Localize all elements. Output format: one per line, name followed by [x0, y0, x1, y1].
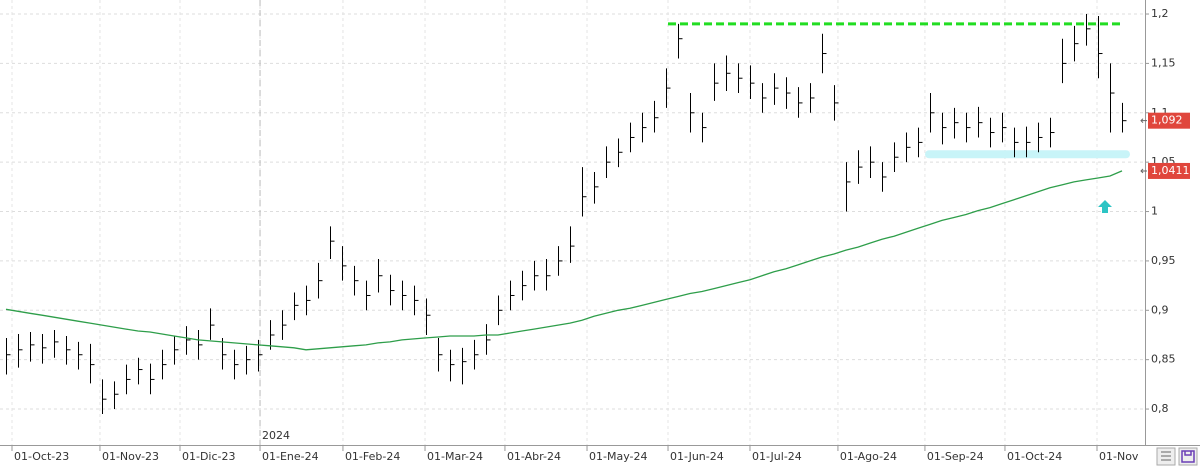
x-tick-label: 01-May-24: [589, 450, 647, 463]
grid: [0, 0, 1145, 445]
x-tick-label: 01-Oct-23: [14, 450, 69, 463]
x-tick-label: 01-Nov: [1099, 450, 1139, 463]
up-arrow: [1098, 200, 1112, 213]
icon-lines: [1161, 451, 1171, 461]
last-value-pointer: [1140, 168, 1147, 174]
x-tick-label: 01-Ago-24: [840, 450, 897, 463]
plot: [5, 14, 1130, 414]
last-value-box: [1148, 112, 1190, 129]
x-tick-label: 01-Dic-23: [182, 450, 236, 463]
moving-average: [5, 170, 1123, 351]
button-save[interactable]: [1178, 447, 1198, 466]
x-tick-label: 01-Feb-24: [345, 450, 400, 463]
y-tick-label: 1: [1151, 205, 1158, 218]
year-label: 2024: [262, 429, 290, 442]
y-tick-label: 0,95: [1151, 254, 1176, 267]
last-value-label: 1,0411: [1151, 164, 1190, 177]
x-tick-label: 01-Jul-24: [752, 450, 802, 463]
x-tick-label: 01-Sep-24: [927, 450, 984, 463]
x-tick-label: 01-Jun-24: [670, 450, 724, 463]
y-tick-label: 1,15: [1151, 56, 1176, 69]
x-tick-label: 01-Nov-23: [102, 450, 159, 463]
y-tick-label: 0,8: [1151, 402, 1169, 415]
icon-save: [1181, 450, 1195, 463]
x-tick-label: 01-Ene-24: [262, 450, 319, 463]
x-tick-label: 01-Oct-24: [1007, 450, 1062, 463]
x-tick-label: 01-Mar-24: [427, 450, 483, 463]
y-tick-label: 1,2: [1151, 7, 1169, 20]
last-value-pointer: [1140, 118, 1147, 124]
y-tick-label: 0,85: [1151, 353, 1176, 366]
last-value-label: 1,092: [1151, 114, 1183, 127]
x-tick-label: 01-Abr-24: [507, 450, 561, 463]
last-value-box: [1148, 162, 1190, 179]
support-band: [925, 150, 1130, 159]
y-tick-label: 0,9: [1151, 303, 1169, 316]
